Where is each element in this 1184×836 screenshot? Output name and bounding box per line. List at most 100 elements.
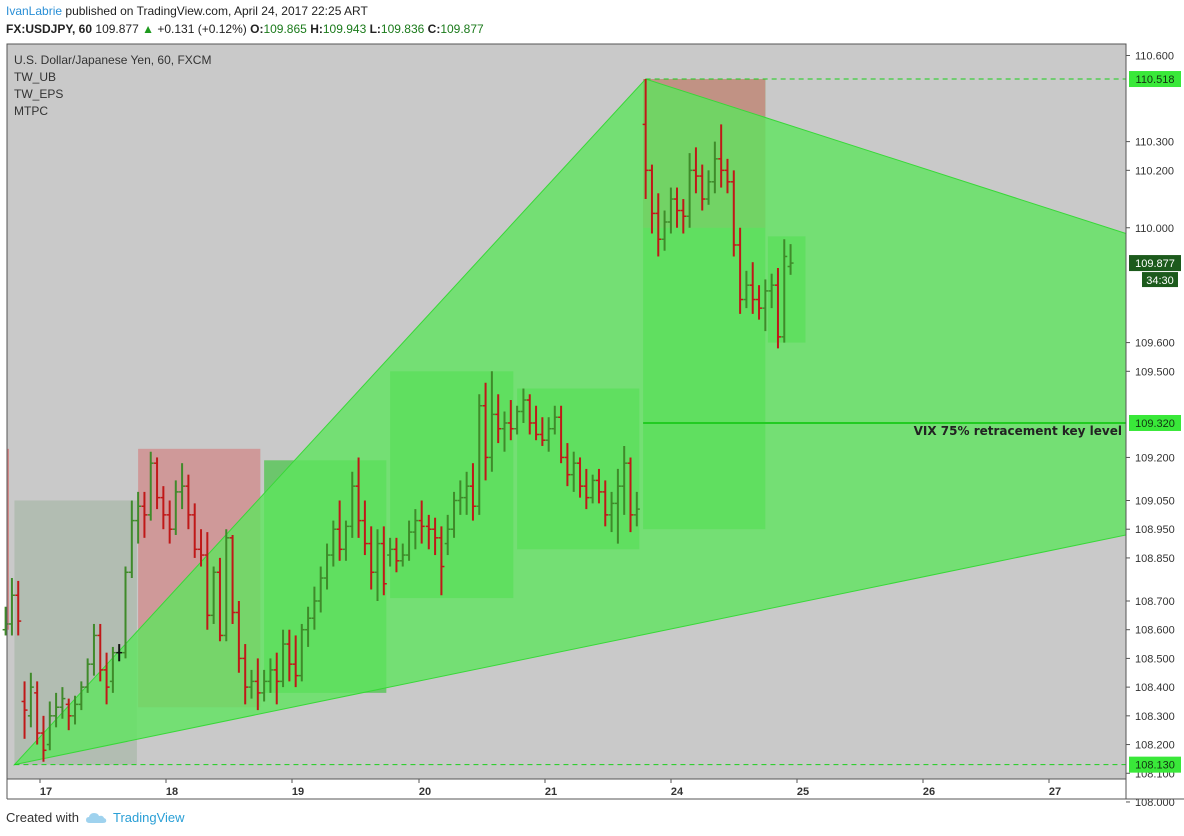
ohlc-bar-72 <box>457 480 464 515</box>
x-tick-label-5: 24 <box>671 786 684 798</box>
indicator-tw-ub[interactable]: TW_UB <box>14 70 56 84</box>
ohlc-bar-54 <box>342 520 349 561</box>
price-label-1: 109.877 <box>1135 258 1175 270</box>
ohlc-bar-116 <box>737 227 744 314</box>
ohlc-bar-40 <box>254 658 261 711</box>
ohlc-bar-49 <box>311 586 318 630</box>
ohlc-bar-50 <box>317 566 324 613</box>
y-tick-label-8: 108.950 <box>1135 524 1175 536</box>
y-tick-label-0: 110.600 <box>1135 50 1174 62</box>
ohlc-bar-102 <box>648 164 655 234</box>
ohlc-bar-10 <box>65 698 72 731</box>
indicator-tw-eps[interactable]: TW_EPS <box>14 87 64 101</box>
y-tick-label-7: 109.050 <box>1135 496 1175 508</box>
ohlc-bar-7 <box>46 701 53 751</box>
footer: Created with TradingView <box>6 810 185 825</box>
ohlc-bar-106 <box>674 187 680 228</box>
ohlc-bar-113 <box>718 124 725 188</box>
high-value: 109.943 <box>322 22 367 36</box>
price-label-2: 109.320 <box>1135 418 1175 430</box>
ohlc-bar-94 <box>595 468 602 504</box>
ohlc-bar-46 <box>292 635 299 688</box>
ohlc-bar-65 <box>412 509 419 550</box>
ohlc-bar-63 <box>399 543 406 567</box>
ohlc-bar-48 <box>305 606 312 647</box>
indicator-mtpc[interactable]: MTPC <box>14 104 48 118</box>
ohlc-bar-61 <box>387 537 394 567</box>
ohlc-bar-47 <box>298 623 305 682</box>
y-tick-label-3: 110.000 <box>1135 223 1174 235</box>
ohlc-bar-118 <box>749 262 756 314</box>
price-label-bg-3 <box>1129 756 1181 773</box>
tradingview-link[interactable]: TradingView <box>112 810 185 825</box>
publish-info: published on TradingView.com, April 24, … <box>65 4 368 18</box>
high-label: H: <box>310 22 323 36</box>
ohlc-bar-83 <box>526 394 533 435</box>
price-label-bg-2 <box>1129 414 1181 431</box>
ohlc-bar-120 <box>762 279 769 332</box>
low-label: L: <box>369 22 381 36</box>
ohlc-bar-5 <box>34 681 41 745</box>
ohlc-bar-56 <box>355 457 362 538</box>
ohlc-bar-16 <box>103 652 110 705</box>
ohlc-bar-95 <box>602 480 609 527</box>
last-price: 109.877 <box>95 22 139 36</box>
ohlc-bar-105 <box>667 187 674 234</box>
ohlc-bar-114 <box>724 158 731 194</box>
y-tick-label-10: 108.700 <box>1135 596 1175 608</box>
ohlc-bar-44 <box>280 629 287 688</box>
ohlc-bar-77 <box>488 371 495 472</box>
ohlc-bar-89 <box>564 443 571 487</box>
countdown-bg <box>1142 272 1178 288</box>
ohlc-bar-30 <box>191 503 198 558</box>
ohlc-bar-92 <box>583 468 590 510</box>
ohlc-bar-75 <box>476 394 483 515</box>
ohlc-bar-82 <box>520 388 527 423</box>
ohlc-bar-18 <box>116 644 123 662</box>
ohlc-bar-32 <box>204 532 211 630</box>
ohlc-bar-1 <box>8 578 15 636</box>
ohlc-bar-2 <box>15 580 22 636</box>
y-tick-label-2: 110.200 <box>1135 165 1174 177</box>
ohlc-bar-22 <box>141 491 148 538</box>
ohlc-bar-100 <box>633 491 640 527</box>
y-tick-label-5: 109.500 <box>1135 366 1175 378</box>
created-with-label: Created with <box>6 810 79 825</box>
ohlc-line: FX:USDJPY, 60 109.877 ▲ +0.131 (+0.12%) … <box>6 22 484 36</box>
ohlc-bar-108 <box>686 153 693 228</box>
ohlc-bar-78 <box>495 394 502 444</box>
y-tick-label-11: 108.600 <box>1135 625 1175 637</box>
ohlc-bar-24 <box>154 457 161 510</box>
ohlc-bar-21 <box>135 491 142 544</box>
ohlc-bar-76 <box>482 382 489 481</box>
y-tick-label-9: 108.850 <box>1135 553 1175 565</box>
ohlc-bar-25 <box>160 486 167 530</box>
ohlc-bar-57 <box>361 500 368 556</box>
key-level-label: VIX 75% retracement key level <box>914 424 1122 438</box>
ohlc-bar-103 <box>655 193 662 257</box>
ohlc-bar-9 <box>59 687 66 719</box>
y-tick-label-17: 108.000 <box>1135 797 1175 809</box>
ohlc-bar-53 <box>336 500 343 561</box>
publish-line: IvanLabrie published on TradingView.com,… <box>6 4 368 18</box>
x-tick-label-6: 25 <box>797 786 809 798</box>
ohlc-bar-60 <box>380 526 387 596</box>
y-tick-label-13: 108.400 <box>1135 682 1175 694</box>
ohlc-bar-121 <box>768 273 775 309</box>
price-label-0: 110.518 <box>1136 74 1175 86</box>
change-value: +0.131 (+0.12%) <box>157 22 247 36</box>
ohlc-bar-34 <box>216 557 223 642</box>
ohlc-bar-28 <box>179 463 186 510</box>
ohlc-bar-19 <box>122 566 129 659</box>
countdown-label: 34:30 <box>1146 275 1174 287</box>
ohlc-bar-26 <box>166 500 173 544</box>
ohlc-bar-51 <box>324 543 331 590</box>
ohlc-bar-122 <box>774 267 781 349</box>
ohlc-bar-99 <box>627 457 634 533</box>
price-label-3: 108.130 <box>1135 760 1175 772</box>
ohlc-bar-86 <box>545 417 552 452</box>
ohlc-bar-68 <box>432 517 439 556</box>
author-link[interactable]: IvanLabrie <box>6 4 63 18</box>
symbol-label: FX:USDJPY, 60 <box>6 22 93 36</box>
